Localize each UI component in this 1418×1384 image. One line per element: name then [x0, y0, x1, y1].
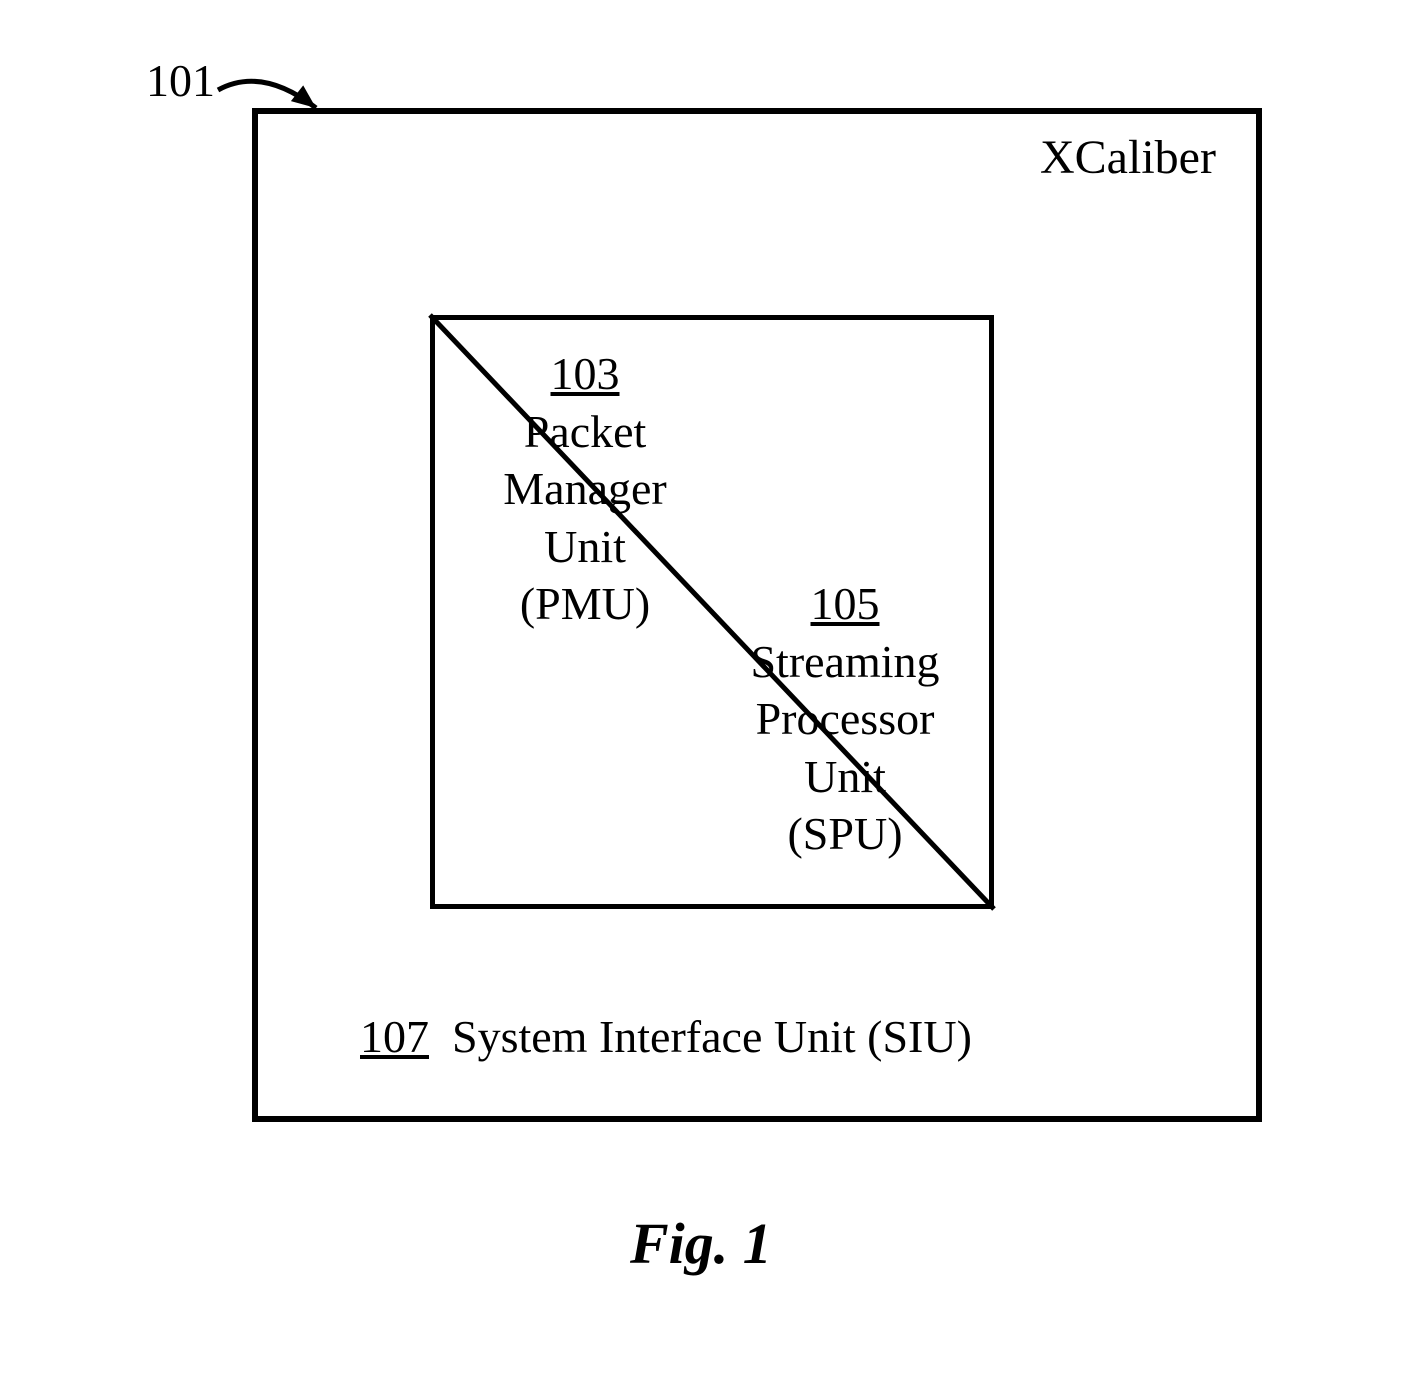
spu-ref: 105	[811, 578, 880, 629]
pmu-line-4: (PMU)	[520, 578, 650, 629]
spu-line-2: Processor	[756, 693, 935, 744]
siu-text: System Interface Unit (SIU)	[452, 1011, 972, 1062]
pmu-line-2: Manager	[503, 463, 666, 514]
siu-ref: 107	[360, 1011, 429, 1062]
siu-label-line: 107 System Interface Unit (SIU)	[360, 1010, 972, 1063]
pmu-ref: 103	[551, 348, 620, 399]
spu-line-1: Streaming	[750, 636, 939, 687]
diagram-stage: 101 XCaliber 103 Packet Manager Unit (PM…	[0, 0, 1418, 1384]
pmu-line-1: Packet	[524, 406, 647, 457]
spu-line-3: Unit	[804, 751, 886, 802]
pmu-block: 103 Packet Manager Unit (PMU)	[435, 345, 735, 633]
pmu-line-3: Unit	[544, 521, 626, 572]
spu-line-4: (SPU)	[787, 808, 902, 859]
spu-block: 105 Streaming Processor Unit (SPU)	[700, 575, 990, 863]
figure-caption: Fig. 1	[630, 1210, 772, 1277]
